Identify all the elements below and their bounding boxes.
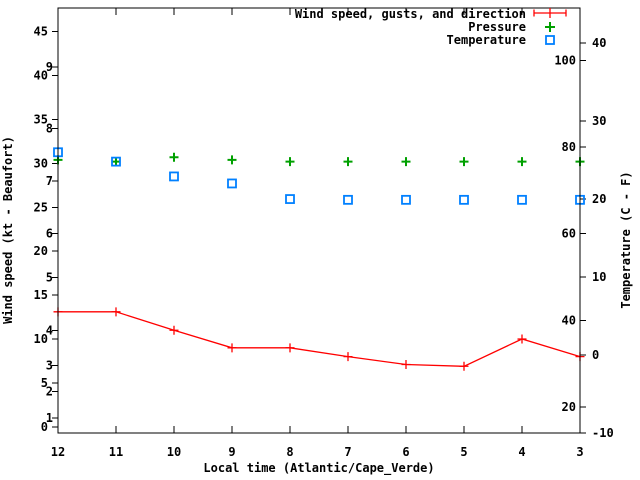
legend-label-wind: Wind speed, gusts, and direction bbox=[295, 7, 526, 21]
right-tick-label-c-20: 20 bbox=[592, 192, 606, 206]
right-tick-label-f-20: 20 bbox=[562, 400, 576, 414]
x-tick-label-10: 10 bbox=[167, 445, 181, 459]
x-tick-label-9: 9 bbox=[228, 445, 235, 459]
temperature-marker-5 bbox=[459, 194, 469, 205]
wind-marker-11 bbox=[111, 307, 121, 317]
temperature-marker-7 bbox=[343, 194, 353, 205]
wind-speed-line bbox=[58, 311, 581, 367]
plot-border bbox=[57, 7, 581, 434]
left-tick-label-beaufort-1: 1 bbox=[46, 411, 53, 425]
pressure-marker-5 bbox=[459, 157, 469, 167]
left-tick-label-beaufort-4: 4 bbox=[46, 323, 53, 337]
left-tick-label-beaufort-2: 2 bbox=[46, 385, 53, 399]
left-tick-label-kt-5: 5 bbox=[41, 376, 48, 390]
left-tick-label-kt-20: 20 bbox=[34, 244, 48, 258]
x-tick-label-3: 3 bbox=[576, 445, 583, 459]
x-tick-label-7: 7 bbox=[344, 445, 351, 459]
right-tick-label-f-80: 80 bbox=[562, 140, 576, 154]
wind-marker-7 bbox=[343, 352, 353, 362]
x-tick-label-8: 8 bbox=[286, 445, 293, 459]
right-tick-label-f-60: 60 bbox=[562, 227, 576, 241]
left-tick-label-kt-45: 45 bbox=[34, 25, 48, 39]
temperature-marker-9 bbox=[227, 178, 237, 189]
right-tick-label-c-10: 10 bbox=[592, 270, 606, 284]
legend-pressure-plus-icon bbox=[545, 22, 555, 32]
x-tick-label-5: 5 bbox=[460, 445, 467, 459]
temperature-marker-10 bbox=[169, 171, 179, 182]
pressure-marker-6 bbox=[401, 157, 411, 167]
temperature-marker-6 bbox=[401, 194, 411, 205]
right-tick-label-c-40: 40 bbox=[592, 36, 606, 50]
x-tick-label-12: 12 bbox=[51, 445, 65, 459]
wind-marker-6 bbox=[401, 360, 411, 370]
temperature-marker-8 bbox=[285, 194, 295, 204]
legend-temperature-square-icon bbox=[545, 35, 555, 45]
temperature-marker-4 bbox=[517, 194, 527, 205]
pressure-marker-10 bbox=[169, 152, 179, 162]
left-tick-label-kt-30: 30 bbox=[34, 156, 48, 170]
left-tick-label-beaufort-5: 5 bbox=[46, 271, 53, 285]
x-tick-label-11: 11 bbox=[109, 445, 123, 459]
left-tick-label-kt-15: 15 bbox=[34, 288, 48, 302]
left-tick-label-kt-0: 0 bbox=[41, 420, 48, 434]
left-tick-label-kt-35: 35 bbox=[34, 113, 48, 127]
pressure-marker-7 bbox=[343, 157, 353, 167]
legend-label-pressure: Pressure bbox=[468, 20, 526, 34]
legend: Wind speed, gusts, and direction Pressur… bbox=[295, 7, 567, 47]
x-tick-label-4: 4 bbox=[518, 445, 525, 459]
wind-marker-8 bbox=[285, 343, 295, 353]
legend-wind-errorbar-icon bbox=[533, 8, 567, 18]
generated-plot-content: 12 11 10 9 8 7 6 5 4 3051015202530354045123456789… bbox=[34, 8, 614, 459]
left-y-axis-title: Wind speed (kt - Beaufort) bbox=[1, 136, 15, 324]
right-tick-label-f-40: 40 bbox=[562, 313, 576, 327]
left-tick-label-kt-10: 10 bbox=[34, 332, 48, 346]
pressure-marker-11 bbox=[111, 157, 121, 167]
temperature-marker-11 bbox=[111, 156, 121, 167]
left-tick-label-kt-25: 25 bbox=[34, 200, 48, 214]
x-tick-label-6: 6 bbox=[402, 445, 409, 459]
right-tick-label-c--10: -10 bbox=[592, 426, 614, 440]
pressure-marker-9 bbox=[227, 155, 237, 165]
left-tick-label-beaufort-3: 3 bbox=[46, 358, 53, 372]
right-tick-label-f-100: 100 bbox=[554, 53, 576, 67]
left-tick-label-kt-40: 40 bbox=[34, 69, 48, 83]
right-y-axis-title: Temperature (C - F) bbox=[619, 171, 633, 308]
left-tick-label-beaufort-8: 8 bbox=[46, 121, 53, 135]
right-tick-label-c-30: 30 bbox=[592, 114, 606, 128]
pressure-marker-8 bbox=[285, 157, 295, 167]
wind-marker-4 bbox=[517, 334, 527, 344]
wind-marker-9 bbox=[227, 343, 237, 353]
x-axis-title: Local time (Atlantic/Cape_Verde) bbox=[203, 461, 434, 476]
left-tick-label-beaufort-7: 7 bbox=[46, 174, 53, 188]
legend-label-temperature: Temperature bbox=[447, 33, 526, 47]
left-tick-label-beaufort-6: 6 bbox=[46, 227, 53, 241]
wind-marker-10 bbox=[169, 325, 179, 335]
pressure-marker-4 bbox=[517, 157, 527, 167]
right-tick-label-c-0: 0 bbox=[592, 348, 599, 362]
wind-marker-5 bbox=[459, 361, 469, 371]
left-tick-label-beaufort-9: 9 bbox=[46, 60, 53, 74]
